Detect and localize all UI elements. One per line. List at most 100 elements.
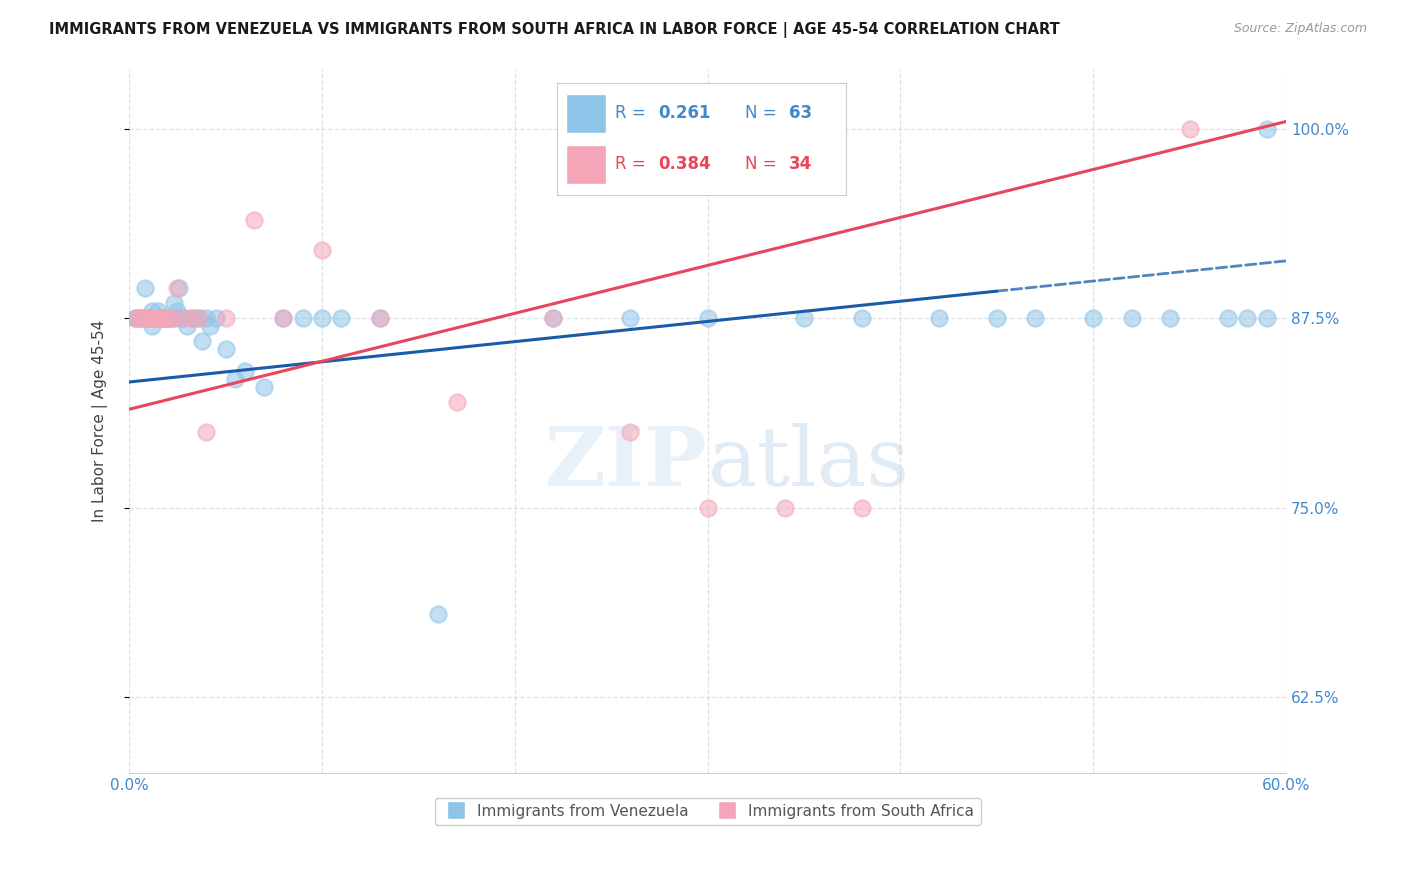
Point (851, 500, 873, 515)
Point (141, 311, 163, 326)
Point (1178, 122, 1201, 136)
Point (143, 311, 166, 326)
Point (162, 296, 184, 310)
Point (311, 311, 333, 326)
Point (330, 311, 353, 326)
Point (619, 311, 641, 326)
Point (131, 311, 153, 326)
Point (180, 311, 202, 326)
Point (169, 281, 191, 295)
Point (135, 311, 157, 326)
Point (128, 311, 150, 326)
Point (793, 311, 815, 326)
Point (138, 311, 160, 326)
Point (165, 311, 187, 326)
Point (773, 500, 796, 515)
Point (986, 311, 1008, 326)
Point (141, 303, 163, 318)
Point (156, 311, 179, 326)
Point (180, 311, 202, 326)
Point (214, 342, 236, 356)
Point (139, 311, 162, 326)
Point (851, 311, 873, 326)
Text: atlas: atlas (707, 423, 910, 503)
Point (128, 311, 150, 326)
Point (1081, 311, 1104, 326)
Point (153, 311, 176, 326)
Point (172, 311, 194, 326)
Point (233, 364, 256, 378)
Text: Source: ZipAtlas.com: Source: ZipAtlas.com (1233, 22, 1367, 36)
Point (138, 311, 160, 326)
Point (446, 394, 468, 409)
Point (149, 311, 172, 326)
Point (1236, 311, 1258, 326)
Point (134, 311, 156, 326)
Point (153, 311, 176, 326)
Point (134, 281, 156, 295)
Point (198, 318, 221, 333)
Point (159, 311, 181, 326)
Point (1216, 311, 1239, 326)
Point (135, 311, 157, 326)
Point (183, 311, 205, 326)
Point (1159, 311, 1181, 326)
Point (146, 311, 169, 326)
Point (187, 311, 209, 326)
Point (368, 311, 391, 326)
Point (253, 379, 276, 393)
Point (139, 311, 162, 326)
Point (195, 311, 218, 326)
Point (543, 311, 565, 326)
Point (131, 311, 153, 326)
Point (155, 311, 177, 326)
Text: ZIP: ZIP (546, 423, 707, 503)
Point (176, 318, 198, 333)
Point (205, 311, 228, 326)
Point (149, 311, 172, 326)
Point (145, 311, 167, 326)
Y-axis label: In Labor Force | Age 45-54: In Labor Force | Age 45-54 (93, 319, 108, 522)
Point (273, 311, 295, 326)
Point (191, 334, 214, 348)
Point (1256, 311, 1278, 326)
Legend: Immigrants from Venezuela, Immigrants from South Africa: Immigrants from Venezuela, Immigrants fr… (434, 797, 980, 825)
Point (426, 607, 449, 621)
Point (156, 311, 179, 326)
Point (141, 318, 163, 333)
Point (214, 311, 236, 326)
Point (149, 311, 172, 326)
Point (619, 425, 641, 439)
Point (1256, 122, 1278, 136)
Point (146, 303, 169, 318)
Point (224, 372, 246, 386)
Point (696, 311, 718, 326)
Point (1121, 311, 1143, 326)
Point (187, 311, 209, 326)
Point (125, 311, 148, 326)
Point (928, 311, 950, 326)
Point (273, 311, 295, 326)
Point (143, 311, 166, 326)
Point (368, 311, 391, 326)
Point (129, 311, 152, 326)
Point (160, 311, 183, 326)
Point (291, 311, 314, 326)
Point (311, 244, 333, 258)
Point (149, 311, 172, 326)
Text: IMMIGRANTS FROM VENEZUELA VS IMMIGRANTS FROM SOUTH AFRICA IN LABOR FORCE | AGE 4: IMMIGRANTS FROM VENEZUELA VS IMMIGRANTS … (49, 22, 1060, 38)
Point (166, 281, 188, 295)
Point (195, 425, 218, 439)
Point (1024, 311, 1046, 326)
Point (172, 311, 194, 326)
Point (243, 213, 266, 227)
Point (146, 311, 169, 326)
Point (166, 303, 188, 318)
Point (150, 311, 173, 326)
Point (160, 311, 183, 326)
Point (150, 311, 173, 326)
Point (124, 311, 146, 326)
Point (145, 311, 167, 326)
Point (543, 311, 565, 326)
Point (153, 311, 176, 326)
